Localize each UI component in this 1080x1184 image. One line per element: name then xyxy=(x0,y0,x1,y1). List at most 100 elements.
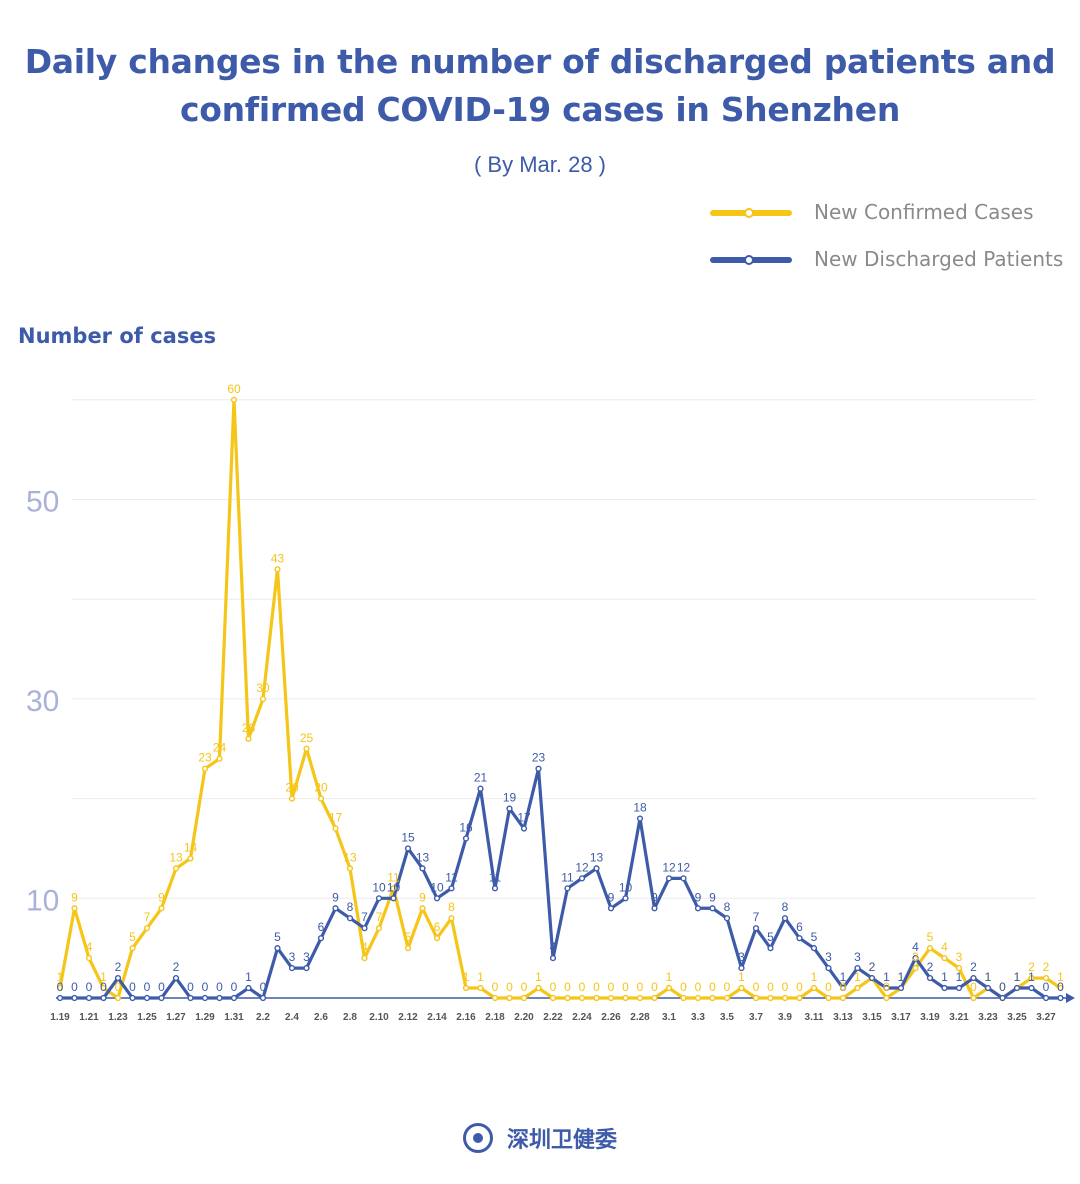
data-point-confirmed xyxy=(955,964,963,972)
data-label-confirmed: 1 xyxy=(854,970,861,984)
chart-title: Daily changes in the number of discharge… xyxy=(24,42,1056,129)
data-label-discharged: 6 xyxy=(796,920,803,934)
data-label-confirmed: 3 xyxy=(956,950,963,964)
x-tick-label: 3.19 xyxy=(920,1012,940,1023)
data-point-confirmed xyxy=(767,994,774,1002)
x-axis-arrow-icon xyxy=(1066,993,1075,1003)
data-label-discharged: 6 xyxy=(318,920,325,934)
data-point-discharged xyxy=(709,905,716,912)
data-label-confirmed: 1 xyxy=(100,970,107,984)
data-label-discharged: 4 xyxy=(912,940,919,954)
data-label-confirmed: 26 xyxy=(242,721,256,735)
data-label-confirmed: 9 xyxy=(71,890,78,904)
data-point-confirmed xyxy=(390,885,397,892)
legend-marker-confirmed xyxy=(744,208,754,218)
data-point-confirmed xyxy=(506,994,513,1002)
data-point-confirmed xyxy=(622,994,629,1002)
data-label-discharged: 9 xyxy=(709,890,716,904)
data-point-confirmed xyxy=(100,984,107,992)
data-point-discharged xyxy=(1057,994,1064,1002)
data-label-discharged: 21 xyxy=(474,771,488,785)
data-point-discharged xyxy=(85,994,93,1002)
data-point-confirmed xyxy=(926,945,934,952)
data-point-confirmed xyxy=(303,745,310,752)
data-point-discharged xyxy=(462,835,470,842)
x-tick-label: 3.17 xyxy=(891,1012,911,1023)
data-point-discharged xyxy=(941,984,948,992)
data-label-confirmed: 11 xyxy=(387,870,400,884)
data-label-discharged: 3 xyxy=(303,950,310,964)
x-tick-label: 2.14 xyxy=(427,1012,447,1023)
data-point-confirmed xyxy=(448,915,455,922)
data-label-discharged: 1 xyxy=(840,970,847,984)
footer-brand: 深圳卫健委 xyxy=(0,1122,1080,1154)
data-label-confirmed: 1 xyxy=(477,970,484,984)
data-point-confirmed xyxy=(738,984,745,992)
data-point-discharged xyxy=(491,885,499,892)
data-label-discharged: 9 xyxy=(651,890,658,904)
data-label-discharged: 1 xyxy=(941,970,948,984)
x-tick-label: 2.18 xyxy=(485,1012,505,1023)
x-tick-label: 3.11 xyxy=(805,1012,824,1023)
data-label-discharged: 0 xyxy=(1043,980,1050,994)
x-tick-label: 2.26 xyxy=(601,1012,621,1023)
data-label-confirmed: 0 xyxy=(521,980,528,994)
data-point-confirmed xyxy=(129,945,136,952)
legend-label-discharged: New Discharged Patients xyxy=(814,247,1064,271)
data-point-confirmed xyxy=(332,825,339,832)
legend: New Confirmed Cases New Discharged Patie… xyxy=(706,196,1066,290)
chart-subtitle: ( By Mar. 28 ) xyxy=(473,152,607,177)
data-label-confirmed: 1 xyxy=(57,970,64,984)
data-point-discharged xyxy=(999,994,1006,1002)
data-label-discharged: 10 xyxy=(430,880,444,894)
y-tick-labels: 10 30 50 xyxy=(26,486,59,918)
data-label-discharged: 23 xyxy=(532,751,546,765)
data-point-discharged xyxy=(129,994,136,1002)
data-label-discharged: 0 xyxy=(260,980,267,994)
data-label-confirmed: 1 xyxy=(535,970,542,984)
data-point-confirmed xyxy=(941,955,948,962)
data-label-confirmed: 0 xyxy=(695,980,702,994)
data-label-discharged: 19 xyxy=(503,791,517,805)
data-point-confirmed xyxy=(549,994,557,1002)
data-label-discharged: 7 xyxy=(361,910,368,924)
data-labels: 1941057913142324602630432025201713471159… xyxy=(57,382,1065,994)
x-tick-label: 3.3 xyxy=(691,1012,705,1023)
data-point-discharged xyxy=(520,825,528,832)
data-point-discharged xyxy=(187,994,194,1002)
data-point-discharged xyxy=(593,865,600,872)
data-point-discharged xyxy=(303,964,310,972)
data-label-confirmed: 8 xyxy=(448,900,455,914)
data-point-confirmed xyxy=(245,735,252,742)
x-tick-label: 2.2 xyxy=(256,1012,270,1023)
grid-lines xyxy=(72,399,1036,899)
data-point-discharged xyxy=(839,984,847,992)
data-label-confirmed: 17 xyxy=(329,811,343,825)
data-point-discharged xyxy=(897,984,905,992)
data-point-confirmed xyxy=(810,984,818,992)
data-point-confirmed xyxy=(143,925,151,932)
data-point-confirmed xyxy=(1042,974,1050,982)
data-label-discharged: 5 xyxy=(274,930,281,944)
data-label-confirmed: 1 xyxy=(738,970,745,984)
data-label-confirmed: 1 xyxy=(985,970,992,984)
data-label-discharged: 0 xyxy=(158,980,165,994)
data-label-confirmed: 4 xyxy=(361,940,368,954)
data-point-confirmed xyxy=(419,905,426,912)
data-point-confirmed xyxy=(694,994,702,1002)
data-label-discharged: 3 xyxy=(825,950,832,964)
data-point-discharged xyxy=(1013,984,1021,992)
x-tick-label: 3.23 xyxy=(978,1012,998,1023)
data-point-confirmed xyxy=(651,994,658,1002)
data-label-discharged: 10 xyxy=(387,880,401,894)
data-point-confirmed xyxy=(607,994,615,1002)
data-label-discharged: 3 xyxy=(289,950,296,964)
data-label-confirmed: 0 xyxy=(550,980,557,994)
data-point-discharged xyxy=(158,994,165,1002)
data-label-discharged: 0 xyxy=(100,980,107,994)
data-label-discharged: 17 xyxy=(517,811,531,825)
x-tick-label: 3.9 xyxy=(778,1012,792,1023)
data-point-confirmed xyxy=(665,984,673,992)
data-point-discharged xyxy=(912,955,919,962)
